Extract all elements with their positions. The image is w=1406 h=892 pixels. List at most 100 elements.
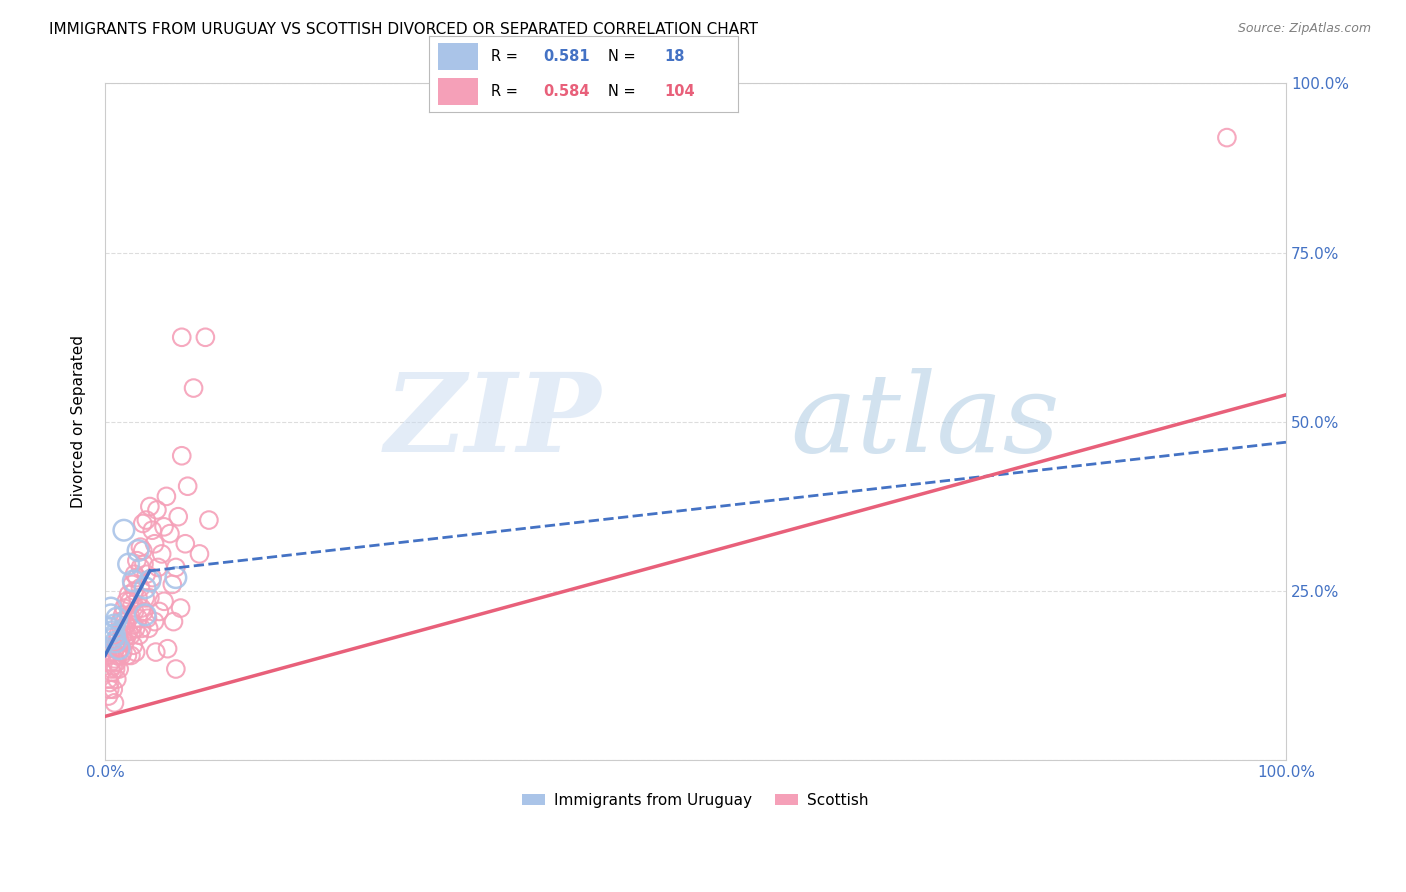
Point xyxy=(103,632,125,646)
Point xyxy=(107,628,129,642)
Point xyxy=(128,628,150,642)
Point xyxy=(132,557,155,571)
Point xyxy=(139,500,162,514)
Text: 104: 104 xyxy=(664,84,695,99)
Point xyxy=(174,537,197,551)
Point xyxy=(156,641,179,656)
Point xyxy=(103,652,125,666)
Point xyxy=(118,594,141,608)
Point xyxy=(132,516,155,531)
Point xyxy=(127,591,149,605)
Point xyxy=(159,526,181,541)
Point xyxy=(170,330,193,344)
Point xyxy=(104,641,127,656)
Point xyxy=(165,662,187,676)
Point xyxy=(198,513,221,527)
Point xyxy=(125,645,148,659)
Point xyxy=(167,509,190,524)
Point xyxy=(165,571,187,585)
Point xyxy=(103,682,125,697)
Point xyxy=(143,615,166,629)
Y-axis label: Divorced or Separated: Divorced or Separated xyxy=(72,335,86,508)
Point xyxy=(117,624,139,639)
Point xyxy=(100,662,122,676)
Point xyxy=(121,577,143,591)
Point xyxy=(146,503,169,517)
Point xyxy=(146,560,169,574)
Point xyxy=(117,611,139,625)
Point xyxy=(117,648,139,663)
Point xyxy=(169,601,191,615)
Point xyxy=(155,489,177,503)
Text: N =: N = xyxy=(609,84,636,99)
Point xyxy=(117,557,139,571)
Point xyxy=(131,621,153,635)
Point xyxy=(165,560,187,574)
Point xyxy=(134,591,156,605)
Point xyxy=(131,601,153,615)
Point xyxy=(188,547,211,561)
Point xyxy=(122,638,145,652)
Text: R =: R = xyxy=(491,84,517,99)
Point xyxy=(115,618,138,632)
Point xyxy=(141,571,163,585)
Point xyxy=(110,621,132,635)
Point xyxy=(139,591,162,605)
Point xyxy=(115,594,138,608)
Point xyxy=(134,581,156,595)
Point xyxy=(103,618,125,632)
Text: atlas: atlas xyxy=(790,368,1060,475)
Point xyxy=(124,567,146,582)
Point xyxy=(120,648,142,663)
Text: 0.584: 0.584 xyxy=(543,84,589,99)
Point xyxy=(148,604,170,618)
Point xyxy=(104,635,127,649)
Point xyxy=(110,635,132,649)
Point xyxy=(121,598,143,612)
Point xyxy=(111,607,134,622)
Point xyxy=(127,543,149,558)
Point xyxy=(105,611,128,625)
Point xyxy=(129,581,152,595)
Text: 0.581: 0.581 xyxy=(543,49,591,63)
Point xyxy=(96,648,118,663)
Point xyxy=(107,648,129,663)
Point xyxy=(114,635,136,649)
Text: R =: R = xyxy=(491,49,517,63)
Point xyxy=(114,615,136,629)
Point xyxy=(162,577,184,591)
Point xyxy=(135,567,157,582)
Point xyxy=(97,689,120,703)
Text: N =: N = xyxy=(609,49,636,63)
Point xyxy=(110,615,132,629)
Point xyxy=(194,330,217,344)
Text: IMMIGRANTS FROM URUGUAY VS SCOTTISH DIVORCED OR SEPARATED CORRELATION CHART: IMMIGRANTS FROM URUGUAY VS SCOTTISH DIVO… xyxy=(49,22,758,37)
Point xyxy=(150,547,173,561)
Point xyxy=(117,588,139,602)
Point xyxy=(120,628,142,642)
Point xyxy=(129,540,152,554)
Point xyxy=(100,601,122,615)
Point xyxy=(105,672,128,686)
Point xyxy=(117,628,139,642)
Point xyxy=(129,560,152,574)
Point xyxy=(105,655,128,669)
Point xyxy=(112,523,135,537)
Point xyxy=(118,607,141,622)
Text: Source: ZipAtlas.com: Source: ZipAtlas.com xyxy=(1237,22,1371,36)
Point xyxy=(108,662,131,676)
Point xyxy=(122,574,145,588)
Point xyxy=(125,571,148,585)
Point xyxy=(145,645,167,659)
Point xyxy=(183,381,205,395)
Point xyxy=(98,621,121,635)
Point xyxy=(101,624,124,639)
Point xyxy=(162,615,184,629)
Bar xyxy=(439,78,478,105)
Point xyxy=(98,682,121,697)
Point xyxy=(103,628,125,642)
Point xyxy=(143,537,166,551)
Text: 18: 18 xyxy=(664,49,685,63)
Point xyxy=(176,479,198,493)
Point xyxy=(153,594,176,608)
